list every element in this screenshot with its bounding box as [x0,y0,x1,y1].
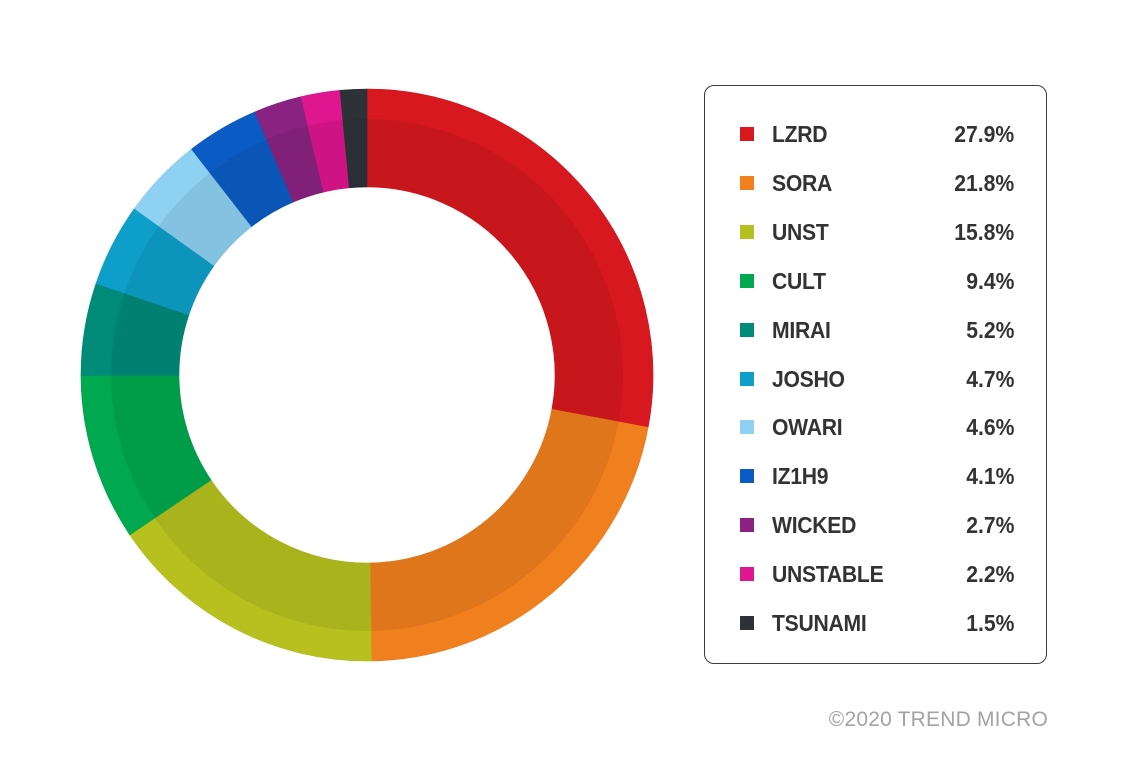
legend-item-iz1h9: IZ1H9 4.1% [705,461,1046,491]
legend-item-unstable: UNSTABLE 2.2% [705,559,1046,589]
legend-label: OWARI [772,414,843,441]
legend-swatch [740,469,754,484]
legend-swatch [740,567,754,582]
slice-tsunami [339,88,368,189]
legend-swatch [740,371,754,386]
donut-chart [80,88,654,662]
legend-swatch [740,518,754,533]
legend-swatch [740,224,754,239]
legend-item-sora: SORA 21.8% [705,168,1046,198]
legend-label: UNST [772,218,829,245]
copyright-text: ©2020 TREND MICRO [828,708,1048,731]
legend-swatch [740,127,754,141]
slice-mirai [80,283,190,376]
legend-label: TSUNAMI [772,610,867,636]
legend-item-josho: JOSHO 4.7% [705,364,1046,394]
legend-value: 2.7% [965,512,1014,539]
legend-swatch [740,273,754,288]
legend-label: SORA [772,169,833,196]
legend-value: 4.6% [965,414,1014,441]
legend-label: CULT [772,267,826,294]
legend-value: 15.8% [953,218,1014,245]
slice-lzrd [366,88,654,428]
legend-item-cult: CULT 9.4% [705,266,1046,296]
legend-label: LZRD [772,121,828,147]
legend: LZRD 27.9% SORA 21.8% UNST 15.8% CULT 9.4% MIRAI… [704,85,1047,664]
legend-swatch [740,616,754,630]
legend-value: 4.1% [965,463,1014,490]
legend-value: 5.2% [965,316,1014,343]
legend-label: UNSTABLE [772,561,884,588]
legend-label: JOSHO [772,365,845,392]
legend-label: IZ1H9 [772,463,829,490]
legend-value: 1.5% [965,610,1014,636]
legend-value: 2.2% [965,561,1014,588]
legend-item-tsunami: TSUNAMI 1.5% [705,608,1046,638]
legend-value: 21.8% [953,169,1014,196]
legend-value: 9.4% [965,267,1014,294]
legend-item-lzrd: LZRD 27.9% [705,119,1046,149]
legend-label: WICKED [772,512,857,539]
legend-swatch [740,175,754,190]
legend-value: 4.7% [965,365,1014,392]
slice-sora [369,409,649,662]
legend-swatch [740,322,754,337]
legend-item-owari: OWARI 4.6% [705,412,1046,442]
slice-unstable [300,89,350,193]
legend-item-wicked: WICKED 2.7% [705,510,1046,540]
legend-item-mirai: MIRAI 5.2% [705,315,1046,345]
legend-swatch [740,420,754,435]
slice-wicked [254,96,325,203]
legend-label: MIRAI [772,316,831,343]
legend-value: 27.9% [953,121,1014,147]
legend-item-unst: UNST 15.8% [705,217,1046,247]
